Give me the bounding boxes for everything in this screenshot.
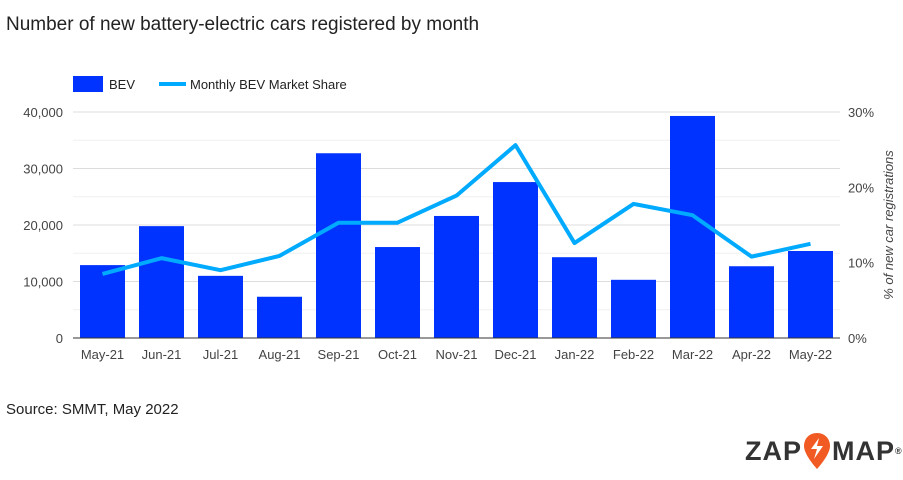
bar-Dec-21	[493, 182, 538, 338]
logo-text-left: ZAP	[745, 435, 802, 466]
y-right-tick-label: 30%	[848, 105, 874, 120]
x-tick-label: Aug-21	[259, 347, 301, 362]
logo-text-right: MAP	[832, 435, 895, 466]
x-tick-label: May-22	[789, 347, 832, 362]
y-right-tick-label: 10%	[848, 256, 874, 271]
y-left-tick-label: 0	[56, 331, 63, 346]
x-tick-label: Jan-22	[555, 347, 595, 362]
zapmap-logo: ZAP MAP ®	[745, 432, 903, 470]
chart: 0 10,000 20,000 30,000 40,000 0% 10% 20% 30% % of…	[23, 76, 896, 362]
market-share-line	[101, 143, 811, 276]
x-tick-label: Mar-22	[672, 347, 713, 362]
x-tick-label: Apr-22	[732, 347, 771, 362]
bar-Nov-21	[434, 215, 479, 338]
x-tick-label: Sep-21	[318, 347, 360, 362]
bar-Apr-22	[729, 266, 774, 338]
bar-Jun-21	[139, 226, 184, 338]
y-left-tick-label: 10,000	[23, 275, 63, 290]
bar-Sep-21	[316, 153, 361, 338]
chart-title: Number of new battery-electric cars regi…	[6, 14, 480, 35]
bar-May-22	[788, 250, 833, 338]
x-tick-label: Nov-21	[436, 347, 478, 362]
bar-Feb-22	[611, 279, 656, 338]
bar-May-21	[80, 265, 125, 338]
legend-swatch-bev	[73, 76, 103, 92]
lightning-pin-icon	[804, 433, 830, 469]
y-right-tick-label: 20%	[848, 180, 874, 195]
x-tick-label: Oct-21	[378, 347, 417, 362]
registered-mark: ®	[895, 446, 903, 456]
y-left-tick-label: 40,000	[23, 105, 63, 120]
legend-label-share: Monthly BEV Market Share	[190, 77, 347, 92]
legend-label-bev: BEV	[109, 77, 135, 92]
bar-Jan-22	[552, 257, 597, 338]
bar-Oct-21	[375, 247, 420, 338]
x-tick-label: Dec-21	[495, 347, 537, 362]
source-note: Source: SMMT, May 2022	[6, 401, 179, 418]
x-tick-label: Jul-21	[203, 347, 238, 362]
y-left-tick-label: 20,000	[23, 218, 63, 233]
y-right-tick-label: 0%	[848, 331, 867, 346]
y-left-tick-label: 30,000	[23, 162, 63, 177]
x-tick-label: May-21	[81, 347, 124, 362]
bar-Jul-21	[198, 275, 243, 338]
bar-Aug-21	[257, 296, 302, 338]
x-tick-label: Feb-22	[613, 347, 654, 362]
y-right-axis-label: % of new car registrations	[881, 150, 896, 300]
x-tick-label: Jun-21	[142, 347, 182, 362]
